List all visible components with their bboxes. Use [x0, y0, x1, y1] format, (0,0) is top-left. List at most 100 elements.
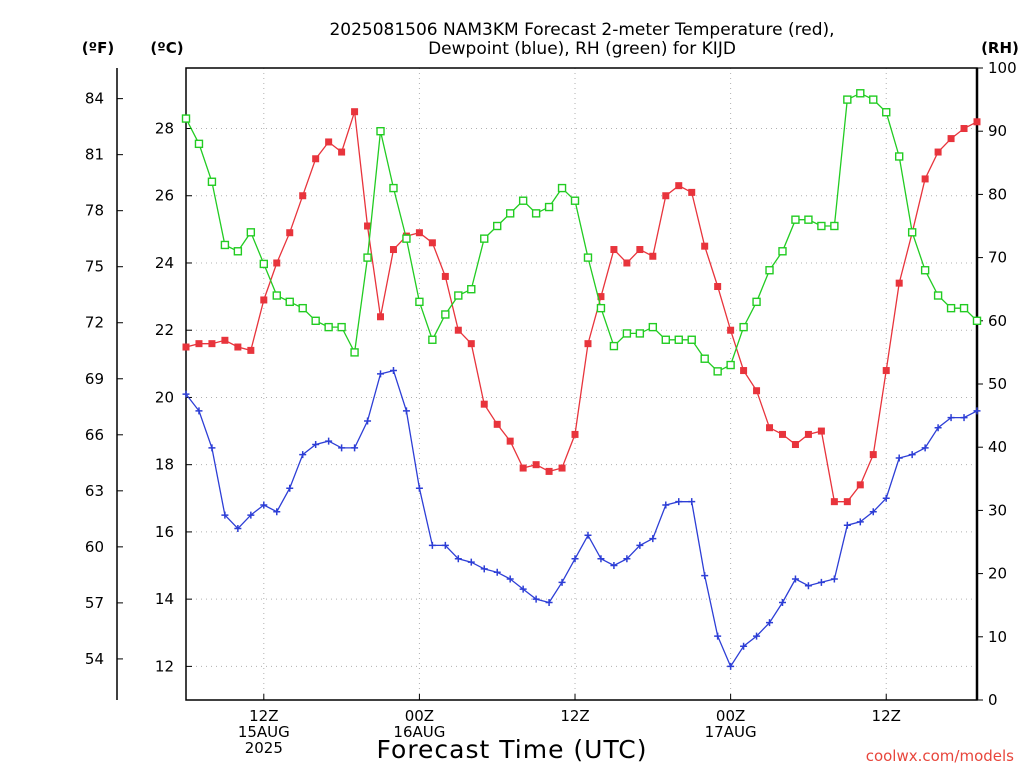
temperature-point — [532, 461, 540, 469]
temperature-point — [519, 464, 527, 472]
rh-point — [207, 177, 217, 186]
temperature-point — [649, 252, 657, 260]
temperature-point — [558, 464, 566, 472]
rh-tick-label: 50 — [988, 375, 1007, 393]
dewpoint-point — [973, 407, 981, 415]
dewpoint-point — [856, 518, 864, 526]
dewpoint-point — [921, 444, 929, 452]
dewpoint-point — [869, 508, 877, 516]
rh-tick-label: 60 — [988, 312, 1007, 330]
rh-point — [467, 285, 476, 294]
rh-point — [622, 329, 632, 338]
x-tick-label: 00Z — [716, 707, 745, 725]
temperature-point — [701, 242, 709, 250]
temperature-point — [260, 296, 268, 304]
temperature-point — [960, 125, 968, 133]
rh-point — [194, 139, 204, 149]
temperature-point — [714, 283, 722, 291]
rh-point — [272, 291, 281, 300]
temperature-point — [312, 155, 320, 163]
rh-point — [907, 228, 917, 237]
temperature-point — [740, 367, 748, 375]
rh-point — [972, 316, 982, 325]
dewpoint-point — [441, 541, 449, 549]
rh-point — [609, 341, 619, 351]
rh-point — [389, 183, 398, 193]
rh-tick-label: 10 — [988, 628, 1007, 646]
dewpoint-point — [804, 582, 812, 590]
temperature-point — [273, 259, 281, 267]
temperature-point — [727, 326, 735, 334]
rh-point — [350, 348, 359, 357]
temperature-point — [973, 118, 981, 126]
series-rh — [181, 89, 982, 376]
dewpoint-point — [558, 578, 566, 586]
rh-point — [752, 297, 761, 307]
x-tick-label: 12Z — [249, 707, 278, 725]
rh-tick-label: 70 — [988, 249, 1007, 267]
chart-title-line-1: 2025081506 NAM3KM Forecast 2-meter Tempe… — [329, 20, 834, 40]
unit-label-rh: (RH) — [981, 39, 1019, 57]
dewpoint-point — [623, 555, 631, 563]
rh-point — [933, 291, 943, 300]
dewpoint-point — [519, 585, 527, 593]
celsius-tick-label: 26 — [155, 187, 174, 205]
temperature-point — [895, 279, 903, 287]
rh-point — [804, 215, 813, 224]
fahrenheit-tick-label: 66 — [85, 426, 104, 444]
dewpoint-point — [571, 555, 579, 563]
dewpoint-point — [415, 484, 423, 492]
temperature-point — [804, 430, 812, 438]
series-dewpoint — [182, 367, 981, 670]
dewpoint-point — [195, 407, 203, 415]
fahrenheit-tick-label: 60 — [85, 538, 104, 556]
dewpoint-point — [908, 451, 916, 459]
dewpoint-point — [364, 417, 372, 425]
dewpoint-point — [895, 454, 903, 462]
rh-point — [402, 234, 411, 243]
celsius-tick-label: 16 — [155, 523, 174, 541]
rh-point — [557, 183, 567, 193]
rh-point — [428, 335, 437, 344]
rh-point — [830, 221, 839, 231]
rh-tick-label: 30 — [988, 501, 1007, 519]
rh-point — [596, 303, 606, 313]
credit-text: coolwx.com/models — [866, 747, 1014, 765]
temperature-point — [234, 343, 242, 351]
temperature-point — [830, 498, 838, 506]
temperature-point — [584, 340, 592, 348]
dewpoint-point — [247, 511, 255, 519]
fahrenheit-tick-label: 84 — [85, 90, 104, 108]
fahrenheit-tick-label: 72 — [85, 314, 104, 332]
temperature-point — [480, 400, 488, 408]
dewpoint-point — [454, 555, 462, 563]
dewpoint-point — [532, 595, 540, 603]
dewpoint-point — [610, 562, 618, 570]
dewpoint-point — [960, 414, 968, 422]
rh-point — [259, 259, 269, 269]
unit-label-fahrenheit: (ºF) — [82, 39, 114, 57]
rh-point — [700, 354, 709, 363]
temperature-point — [286, 229, 294, 237]
rh-point — [480, 234, 489, 243]
temperature-point — [364, 222, 372, 230]
temperature-point — [428, 239, 436, 247]
dewpoint-point — [714, 632, 722, 640]
temperature-point — [921, 175, 929, 183]
temperature-point — [506, 437, 514, 445]
dewpoint-point — [351, 444, 359, 452]
fahrenheit-tick-label: 78 — [85, 202, 104, 220]
celsius-tick-label: 24 — [155, 254, 174, 272]
x-tick-label: 16AUG — [393, 723, 445, 741]
dewpoint-point — [727, 662, 735, 670]
temperature-point — [597, 293, 605, 301]
dewpoint-point — [753, 632, 761, 640]
rh-point — [518, 196, 528, 205]
rh-tick-label: 40 — [988, 438, 1007, 456]
rh-point — [791, 215, 800, 224]
dewpoint-point — [506, 575, 514, 583]
temperature-point — [882, 367, 890, 375]
temperature-point — [454, 326, 462, 334]
rh-point — [454, 291, 463, 300]
